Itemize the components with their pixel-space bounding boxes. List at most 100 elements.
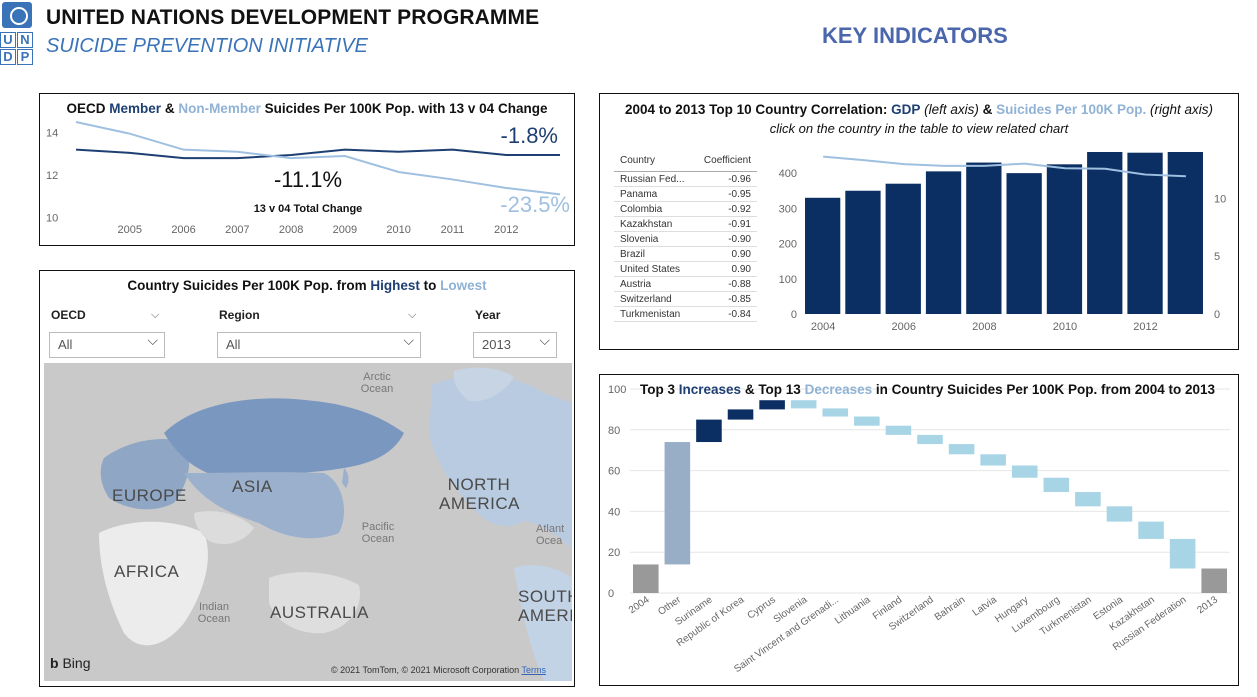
chevron-down-icon[interactable]: ⌵ xyxy=(408,308,417,321)
waterfall-bar xyxy=(1106,506,1133,522)
map-label-atlantic-ocean: Atlant Ocea xyxy=(536,523,565,547)
waterfall-bar xyxy=(727,409,754,420)
x-tick-label: 2005 xyxy=(118,224,142,236)
x-tick-label: 2009 xyxy=(333,224,357,236)
australia-shape[interactable] xyxy=(269,572,360,634)
table-row[interactable]: Panama -0.95 xyxy=(614,187,757,202)
chevron-down-icon: ⌵ xyxy=(403,333,414,349)
table-row[interactable]: Colombia -0.92 xyxy=(614,202,757,217)
map-label-africa: AFRICA xyxy=(114,562,180,581)
region-slicer-label: Region xyxy=(219,308,260,322)
y-tick-label: 60 xyxy=(608,466,620,478)
x-category-label: Bahrain xyxy=(933,594,968,623)
panel-title: Country Suicides Per 100K Pop. from High… xyxy=(127,278,487,293)
middle-east-shape[interactable] xyxy=(194,511,254,545)
map-panel: Country Suicides Per 100K Pop. from High… xyxy=(39,270,575,687)
y-tick-label: 12 xyxy=(46,170,58,182)
member-change-label: -1.8% xyxy=(501,123,558,148)
x-tick-label: 2012 xyxy=(1133,321,1157,333)
gdp-bar xyxy=(1167,152,1203,314)
map-label-south-america: SOUTH AMERICA xyxy=(518,587,572,625)
waterfall-bar xyxy=(885,425,912,435)
waterfall-bar xyxy=(759,400,785,410)
x-tick-label: 2008 xyxy=(972,321,996,333)
y-tick-label: 40 xyxy=(608,506,620,518)
x-tick-label: 2010 xyxy=(386,224,410,236)
japan-shape[interactable] xyxy=(342,468,349,488)
table-row[interactable]: Slovenia -0.90 xyxy=(614,232,757,247)
waterfall-bar xyxy=(664,442,691,565)
terms-link[interactable]: Terms xyxy=(521,665,547,675)
x-tick-label: 2011 xyxy=(441,224,465,236)
panel-title: 2004 to 2013 Top 10 Country Correlation:… xyxy=(625,102,1213,117)
gdp-bar xyxy=(925,171,962,314)
y-tick-label: 14 xyxy=(46,128,58,140)
gdp-bar xyxy=(845,190,881,314)
y-left-tick-label: 100 xyxy=(779,274,797,286)
chevron-down-icon: ⌵ xyxy=(539,333,550,349)
y-left-tick-label: 400 xyxy=(779,168,797,180)
waterfall-bar xyxy=(1169,538,1196,569)
map-label-pacific-ocean: Pacific Ocean xyxy=(361,521,395,545)
gdp-bar xyxy=(805,197,841,314)
table-row[interactable]: Austria -0.88 xyxy=(614,277,757,292)
line-chart: 10 12 14 2005 2006 2007 2008 2009 2010 2011 2012 -1… xyxy=(46,121,570,236)
x-category-label: 2004 xyxy=(627,594,652,616)
oecd-line-panel[interactable]: OECD Member & Non-Member Suicides Per 10… xyxy=(39,93,575,246)
table-row[interactable]: Brazil 0.90 xyxy=(614,247,757,262)
oecd-slicer[interactable]: All ⌵ xyxy=(49,332,165,358)
x-category-label: Lithuania xyxy=(833,594,873,627)
gdp-bar xyxy=(885,183,921,314)
un-emblem-icon xyxy=(2,2,32,28)
gdp-bar xyxy=(1127,152,1163,314)
waterfall-bar xyxy=(1043,477,1070,493)
table-row[interactable]: United States 0.90 xyxy=(614,262,757,277)
key-indicators-heading: KEY INDICATORS xyxy=(822,23,1008,48)
y-right-tick-label: 5 xyxy=(1214,251,1220,263)
y-tick-label: 10 xyxy=(46,213,58,225)
y-left-tick-label: 200 xyxy=(779,239,797,251)
world-map[interactable]: EUROPE ASIA AFRICA AUSTRALIA NORTH AMERI… xyxy=(44,363,572,681)
gdp-bar xyxy=(966,162,1002,314)
logo-letter: N xyxy=(17,32,33,48)
russia-shape[interactable] xyxy=(164,398,404,478)
oecd-slicer-label: OECD xyxy=(51,308,86,322)
year-slicer[interactable]: 2013 ⌵ xyxy=(473,332,557,358)
nonmember-change-label: -23.5% xyxy=(500,192,570,217)
waterfall-bar xyxy=(980,454,1006,466)
logo-letter: U xyxy=(0,32,16,48)
series-line-member xyxy=(75,148,560,160)
europe-shape[interactable] xyxy=(100,438,190,510)
africa-shape[interactable] xyxy=(99,521,208,646)
chevron-down-icon[interactable]: ⌵ xyxy=(151,308,160,321)
bing-logo: b Bing xyxy=(50,655,91,671)
report-subtitle: SUICIDE PREVENTION INITIATIVE xyxy=(46,35,368,57)
x-tick-label: 2010 xyxy=(1053,321,1077,333)
gdp-bar xyxy=(1087,152,1123,314)
map-label-indian-ocean: Indian Ocean xyxy=(197,601,231,625)
table-header: Country Coefficient xyxy=(614,152,757,172)
waterfall-bar xyxy=(790,400,817,409)
map-label-north-america: NORTH AMERICA xyxy=(439,475,520,513)
region-slicer[interactable]: All ⌵ xyxy=(217,332,421,358)
map-copyright: © 2021 TomTom, © 2021 Microsoft Corporat… xyxy=(330,665,547,675)
total-change-value: -11.1% xyxy=(274,167,342,192)
gdp-bar xyxy=(1006,173,1042,314)
x-tick-label: 2006 xyxy=(892,321,916,333)
chevron-down-icon: ⌵ xyxy=(147,333,158,349)
x-tick-label: 2008 xyxy=(279,224,303,236)
table-row[interactable]: Turkmenistan -0.84 xyxy=(614,307,757,322)
south-america-shape[interactable] xyxy=(514,565,572,681)
gdp-suicide-combo-chart: 0 100 200 300 400 0 5 10 2004 2006 2008 2010 2012 xyxy=(779,152,1226,333)
correlation-panel: 2004 to 2013 Top 10 Country Correlation:… xyxy=(599,93,1239,350)
table-row[interactable]: Russian Fed... -0.96 xyxy=(614,172,757,187)
y-tick-label: 20 xyxy=(608,547,620,559)
y-tick-label: 80 xyxy=(608,425,620,437)
y-tick-label: 0 xyxy=(608,588,614,600)
asia-shape[interactable] xyxy=(184,472,344,539)
correlation-table: Country Coefficient Russian Fed... -0.96 … xyxy=(614,152,757,322)
table-row[interactable]: Switzerland -0.85 xyxy=(614,292,757,307)
panel-title: OECD Member & Non-Member Suicides Per 10… xyxy=(66,101,548,116)
north-america-shape[interactable] xyxy=(429,375,572,548)
table-row[interactable]: Kazakhstan -0.91 xyxy=(614,217,757,232)
